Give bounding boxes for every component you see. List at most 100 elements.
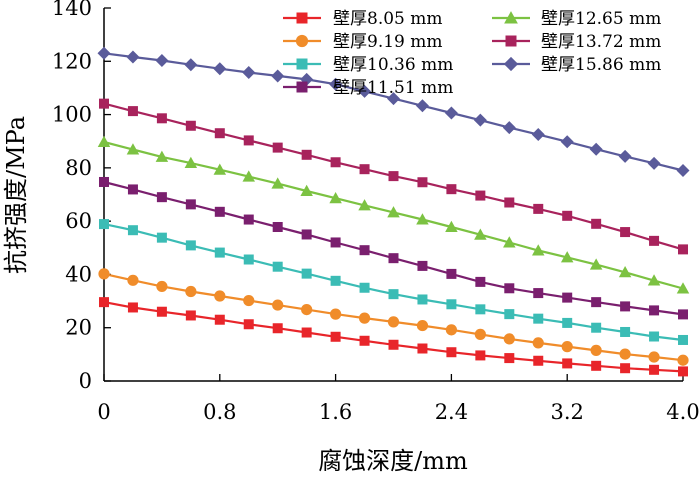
data-point [417,177,428,188]
data-point [560,135,574,149]
data-point [649,235,660,246]
legend-item: 壁厚9.19 mm [283,32,443,52]
data-point [415,99,429,113]
data-point [272,261,283,272]
data-point [473,113,487,127]
data-point [502,121,516,135]
data-point [504,197,515,208]
x-tick-label: 3.2 [550,400,583,424]
data-point [446,347,457,358]
data-point [533,203,544,214]
legend-label: 壁厚15.86 mm [541,55,661,75]
legend-label: 壁厚9.19 mm [333,32,443,52]
data-point [475,190,486,201]
data-point [620,326,631,337]
data-point [387,316,400,328]
data-point [97,46,111,60]
data-point [156,306,167,317]
data-point [296,81,308,93]
data-point [648,351,660,363]
data-point [416,213,429,225]
series-5 [97,135,690,294]
data-point [562,210,573,221]
data-point [358,199,371,211]
data-point [562,358,573,369]
data-point [560,251,574,263]
data-point [155,150,169,162]
data-point [243,254,254,265]
data-point [156,192,167,203]
legend: 壁厚8.05 mm 壁厚9.19 mm 壁厚10.36 mm 壁厚11.51 mm 壁厚… [283,9,661,98]
data-point [475,350,486,361]
series-6 [99,98,688,255]
y-tick-label: 140 [52,0,92,20]
data-point [330,308,342,320]
axes [103,8,683,382]
y-tick-label: 40 [65,262,92,286]
data-point [388,253,399,264]
data-point [359,245,370,256]
legend-label: 壁厚8.05 mm [333,9,443,29]
data-point [127,302,138,313]
data-point [329,191,342,204]
data-point [678,309,688,320]
x-tick-label: 2.4 [435,400,468,424]
data-point [301,149,312,160]
data-point [649,331,660,342]
data-point [503,236,516,248]
data-point [272,222,283,233]
series-3 [99,219,688,345]
data-point [156,113,167,124]
legend-item: 壁厚15.86 mm [492,55,661,75]
data-point [126,50,140,64]
legend-label: 壁厚11.51 mm [333,78,453,98]
data-point [589,142,603,156]
data-point [647,274,661,286]
data-point [184,156,198,169]
data-point [417,260,428,271]
data-point [214,128,225,139]
legend-item: 壁厚11.51 mm [283,78,453,98]
data-point [185,120,196,131]
data-point [388,171,399,182]
data-point [214,206,225,217]
data-point [676,164,690,178]
data-point [359,282,370,293]
data-point [301,303,313,316]
data-point [358,84,372,98]
data-point [445,324,457,336]
data-point [531,128,545,142]
data-point [678,334,688,345]
series-4 [99,176,688,320]
data-point [295,34,309,48]
data-point [156,232,167,243]
data-point [155,53,169,67]
data-point [417,294,428,305]
data-point [504,11,518,24]
data-point [184,58,198,72]
data-point [243,135,254,146]
y-tick-label: 120 [52,49,92,73]
data-point [127,225,138,236]
data-point [677,354,689,366]
y-tick-label: 20 [65,316,92,340]
data-point [649,364,660,375]
data-point [358,312,371,324]
data-point [618,266,632,278]
data-point [185,199,196,210]
data-point [156,280,168,293]
data-point [620,227,631,238]
data-point [330,237,341,248]
ticks: 0 20 40 60 80 100 120 140 0 0.8 1.6 2.4 3.2 4.0 [52,0,700,424]
data-point [272,299,284,311]
data-point [475,304,486,315]
data-point [562,317,573,328]
x-axis-title: 腐蚀深度/mm [318,447,468,475]
data-point [446,184,457,195]
data-point [562,292,573,303]
series-2 [98,268,689,366]
data-point [301,327,312,338]
data-point [618,149,632,163]
data-point [99,297,109,308]
